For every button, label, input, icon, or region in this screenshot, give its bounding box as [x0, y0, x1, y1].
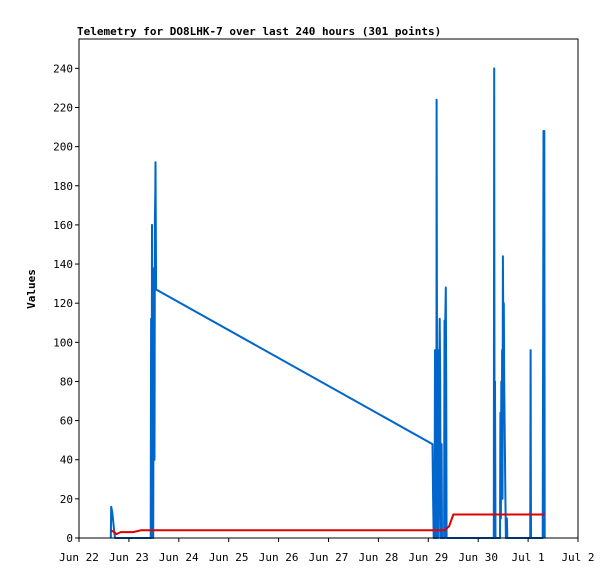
x-axis: Jun 22 Jun 23 Jun 24 Jun 25 Jun 26 Jun 27 Jun … [59, 537, 595, 564]
x-tick-label: Jun 22 [59, 551, 99, 564]
x-tick-label: Jun 30 [458, 551, 498, 564]
chart-title: Telemetry for DO8LHK-7 over last 240 hou… [77, 25, 441, 38]
x-tick-label: Jun 23 [109, 551, 149, 564]
y-tick-label: 80 [60, 375, 73, 388]
y-tick-label: 20 [60, 493, 73, 506]
y-tick-label: 120 [53, 297, 73, 310]
y-tick-label: 220 [53, 101, 73, 114]
y-axis-label: Values [25, 269, 38, 309]
y-tick-label: 140 [53, 258, 73, 271]
y-tick-label: 180 [53, 180, 73, 193]
x-tick-label: Jun 26 [259, 551, 299, 564]
y-tick-label: 60 [60, 415, 73, 428]
x-tick-label: Jul 2 [561, 551, 594, 564]
x-tick-label: Jul 1 [512, 551, 545, 564]
y-tick-label: 200 [53, 141, 73, 154]
y-axis: 0 20 40 60 80 100 120 140 160 180 200 220 240 [53, 62, 79, 545]
x-tick-label: Jun 29 [408, 551, 448, 564]
x-tick-label: Jun 24 [159, 551, 199, 564]
y-tick-label: 0 [66, 532, 73, 545]
y-tick-label: 100 [53, 336, 73, 349]
x-tick-label: Jun 27 [309, 551, 349, 564]
x-tick-label: Jun 25 [209, 551, 249, 564]
y-tick-label: 240 [53, 62, 73, 75]
y-tick-label: 160 [53, 219, 73, 232]
series-line-1 [110, 513, 545, 536]
y-tick-label: 40 [60, 454, 73, 467]
x-tick-label: Jun 28 [359, 551, 399, 564]
